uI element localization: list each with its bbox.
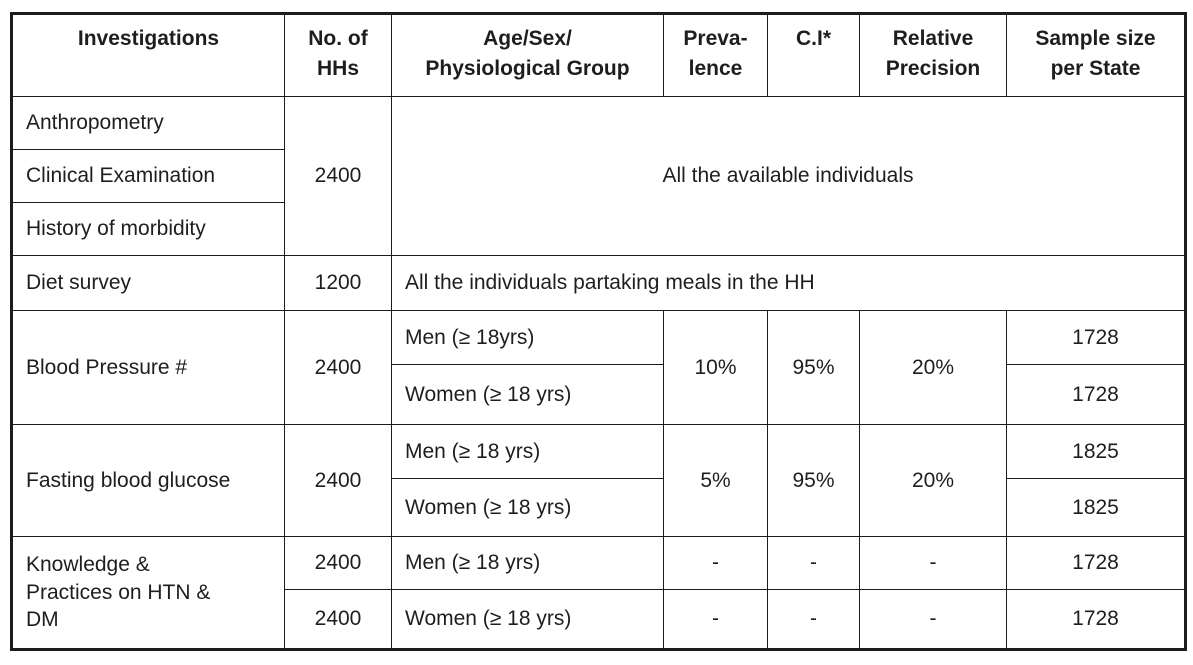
cell-kp-men-ci: - <box>767 536 860 590</box>
cell-general-hhs: 2400 <box>284 96 392 256</box>
cell-bp-hhs: 2400 <box>284 310 392 425</box>
cell-bp-relative-precision: 20% <box>859 310 1007 425</box>
cell-kp-men-relative-precision: - <box>859 536 1007 590</box>
row-clinical-examination: Clinical Examination <box>11 149 1186 203</box>
cell-fbg-men-group: Men (≥ 18 yrs) <box>391 424 664 479</box>
cell-bp-ci: 95% <box>767 310 860 425</box>
row-fasting-glucose-men: Fasting blood glucose 2400 Men (≥ 18 yrs… <box>11 424 1186 537</box>
row-diet-survey: Diet survey 1200 All the individuals par… <box>11 255 1186 311</box>
cell-bp-women-sample-size: 1728 <box>1006 364 1186 425</box>
row-knowledge-practices-men: Knowledge & Practices on HTN & DM 2400 M… <box>11 536 1186 650</box>
header-row: Investigations No. of HHs Age/Sex/ Physi… <box>11 13 1186 97</box>
cell-kp-women-ci: - <box>767 589 860 650</box>
cell-bp-prevalence: 10% <box>663 310 768 425</box>
cell-kp-men-prevalence: - <box>663 536 768 590</box>
cell-history-of-morbidity: History of morbidity <box>11 202 285 256</box>
cell-blood-pressure: Blood Pressure # <box>11 310 285 425</box>
row-anthropometry: Anthropometry 2400 All the available ind… <box>11 96 1186 256</box>
cell-kp-women-relative-precision: - <box>859 589 1007 650</box>
header-investigations: Investigations <box>11 13 285 97</box>
cell-fbg-men-sample-size: 1825 <box>1006 424 1186 479</box>
header-no-of-hhs: No. of HHs <box>284 13 392 97</box>
cell-clinical-examination: Clinical Examination <box>11 149 285 203</box>
cell-diet-hhs: 1200 <box>284 255 392 311</box>
cell-fbg-women-group: Women (≥ 18 yrs) <box>391 478 664 537</box>
sampling-plan-table: Investigations No. of HHs Age/Sex/ Physi… <box>10 12 1187 651</box>
header-ci: C.I* <box>767 13 860 97</box>
row-fasting-glucose-women: Women (≥ 18 yrs) 1825 <box>12 478 1186 537</box>
cell-fbg-prevalence: 5% <box>663 424 768 537</box>
header-relative-precision: Relative Precision <box>859 13 1007 97</box>
cell-kp-women-prevalence: - <box>663 589 768 650</box>
cell-fasting-blood-glucose: Fasting blood glucose <box>11 424 285 537</box>
cell-general-coverage: All the available individuals <box>391 96 1186 256</box>
cell-fbg-women-sample-size: 1825 <box>1006 478 1186 537</box>
cell-bp-women-group: Women (≥ 18 yrs) <box>391 364 664 425</box>
cell-diet-coverage: All the individuals partaking meals in t… <box>391 255 1186 311</box>
row-blood-pressure-men: Blood Pressure # 2400 Men (≥ 18yrs) 10% … <box>11 310 1186 425</box>
cell-fbg-hhs: 2400 <box>284 424 392 537</box>
header-prevalence: Preva- lence <box>663 13 768 97</box>
cell-kp-men-hhs: 2400 <box>284 536 392 590</box>
cell-kp-men-sample-size: 1728 <box>1006 536 1186 590</box>
cell-kp-men-group: Men (≥ 18 yrs) <box>391 536 664 590</box>
cell-kp-women-group: Women (≥ 18 yrs) <box>391 589 664 650</box>
cell-fbg-ci: 95% <box>767 424 860 537</box>
cell-bp-men-group: Men (≥ 18yrs) <box>391 310 664 365</box>
cell-kp-women-hhs: 2400 <box>284 589 392 650</box>
cell-diet-survey: Diet survey <box>11 255 285 311</box>
header-sample-size-per-state: Sample size per State <box>1006 13 1186 97</box>
cell-bp-men-sample-size: 1728 <box>1006 310 1186 365</box>
cell-fbg-relative-precision: 20% <box>859 424 1007 537</box>
cell-kp-women-sample-size: 1728 <box>1006 589 1186 650</box>
row-knowledge-practices-women: 2400 Women (≥ 18 yrs) - - - 1728 <box>12 589 1186 650</box>
cell-anthropometry: Anthropometry <box>11 96 285 150</box>
row-history-of-morbidity: History of morbidity <box>11 202 1186 256</box>
header-age-sex-group: Age/Sex/ Physiological Group <box>391 13 664 97</box>
cell-knowledge-practices: Knowledge & Practices on HTN & DM <box>11 536 285 650</box>
